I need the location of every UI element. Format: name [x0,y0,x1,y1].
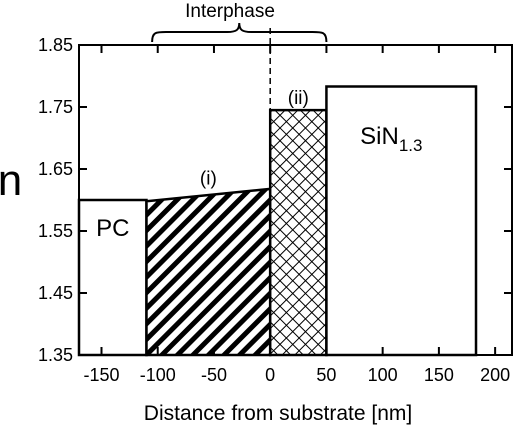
x-axis-label: Distance from substrate [nm] [144,402,412,425]
x-tick-label: 150 [424,365,454,385]
x-tick-label: 100 [368,365,398,385]
region-label-sin-subscript: 1.3 [399,136,423,155]
y-tick-label: 1.35 [38,345,73,365]
region-label-ii: (ii) [288,88,309,109]
x-tick-label: -50 [201,365,227,385]
y-tick-label: 1.85 [38,35,73,55]
x-tick-label: 0 [265,365,275,385]
region-4 [325,85,478,357]
region-3 [268,108,328,357]
x-tick-label: -100 [140,365,176,385]
plot-frame [78,44,513,356]
y-tick-label: 1.45 [38,283,73,303]
y-tick-label: 1.65 [38,159,73,179]
interphase-bracket [151,22,328,43]
interphase-label: Interphase [185,1,275,22]
y-tick-label: 1.75 [38,97,73,117]
x-tick-label: 200 [480,365,510,385]
y-tick-label: 1.55 [38,221,73,241]
regions-layer [77,85,478,357]
x-tick-label: -150 [83,365,119,385]
region-label-i: (i) [200,169,217,190]
y-axis-label: n [0,156,22,205]
x-tick-label: 50 [316,365,336,385]
region-label-pc: PC [96,215,129,242]
region-2 [145,187,272,357]
axes-layer: 1.35 1.45 1.55 1.65 1.75 1.85 -150 -100 -50 0 50 10… [38,35,513,385]
